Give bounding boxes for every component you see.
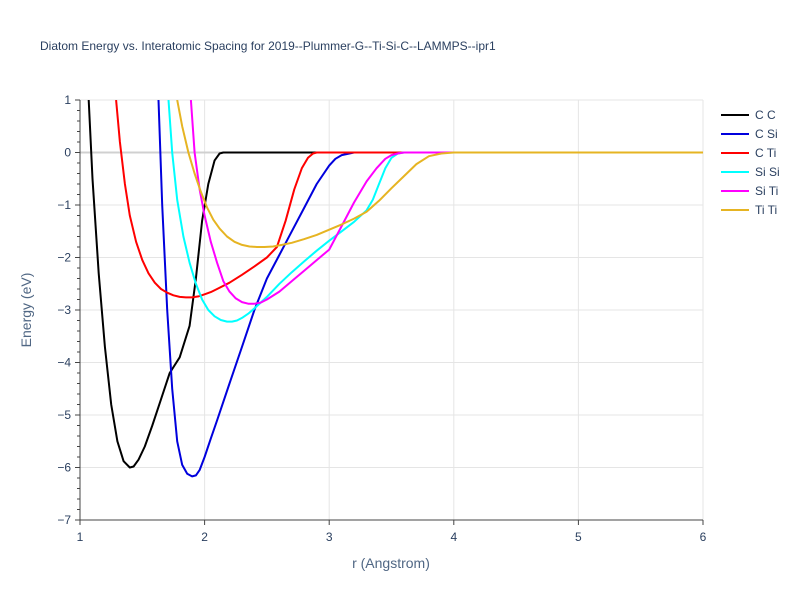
x-tick-label: 3 bbox=[326, 530, 333, 544]
series-line-4[interactable] bbox=[189, 100, 703, 305]
x-tick-label: 6 bbox=[700, 530, 707, 544]
series-line-2[interactable] bbox=[115, 100, 703, 299]
y-tick-label: −2 bbox=[57, 251, 71, 265]
x-tick-label: 1 bbox=[77, 530, 84, 544]
x-tick-label: 5 bbox=[575, 530, 582, 544]
y-tick-label: −6 bbox=[57, 461, 71, 475]
y-tick-label: −5 bbox=[57, 408, 71, 422]
legend-item-0[interactable]: C C bbox=[721, 108, 776, 122]
chart-title: Diatom Energy vs. Interatomic Spacing fo… bbox=[40, 39, 496, 53]
y-axis-label: Energy (eV) bbox=[18, 273, 34, 348]
plot-area bbox=[87, 100, 704, 478]
legend-item-3[interactable]: Si Si bbox=[721, 165, 780, 179]
legend-label: Ti Ti bbox=[755, 203, 777, 217]
legend-item-1[interactable]: C Si bbox=[721, 127, 778, 141]
x-axis-label: r (Angstrom) bbox=[352, 555, 430, 571]
legend-label: Si Si bbox=[755, 165, 780, 179]
legend-item-5[interactable]: Ti Ti bbox=[721, 203, 777, 217]
y-tick-label: −4 bbox=[57, 356, 71, 370]
legend-label: C Ti bbox=[755, 146, 776, 160]
legend-label: Si Ti bbox=[755, 184, 778, 198]
x-tick-label: 4 bbox=[450, 530, 457, 544]
series-line-5[interactable] bbox=[176, 100, 703, 248]
legend-label: C Si bbox=[755, 127, 778, 141]
x-tick-label: 2 bbox=[201, 530, 208, 544]
legend-label: C C bbox=[755, 108, 776, 122]
series-line-3[interactable] bbox=[167, 100, 704, 323]
y-tick-label: 1 bbox=[64, 93, 71, 107]
series-line-1[interactable] bbox=[157, 100, 704, 478]
legend-item-4[interactable]: Si Ti bbox=[721, 184, 778, 198]
legend[interactable]: C C C Si C Ti Si Si Si Ti Ti Ti bbox=[721, 108, 780, 217]
y-tick-label: 0 bbox=[64, 146, 71, 160]
legend-item-2[interactable]: C Ti bbox=[721, 146, 776, 160]
gridlines bbox=[79, 99, 704, 521]
y-tick-label: −7 bbox=[57, 513, 71, 527]
axes: 1 2 3 4 5 6 1 0 −1 −2 −3 −4 −5 −6 −7 bbox=[57, 93, 706, 544]
y-tick-label: −1 bbox=[57, 198, 71, 212]
series-line-0[interactable] bbox=[87, 100, 703, 469]
y-tick-label: −3 bbox=[57, 303, 71, 317]
